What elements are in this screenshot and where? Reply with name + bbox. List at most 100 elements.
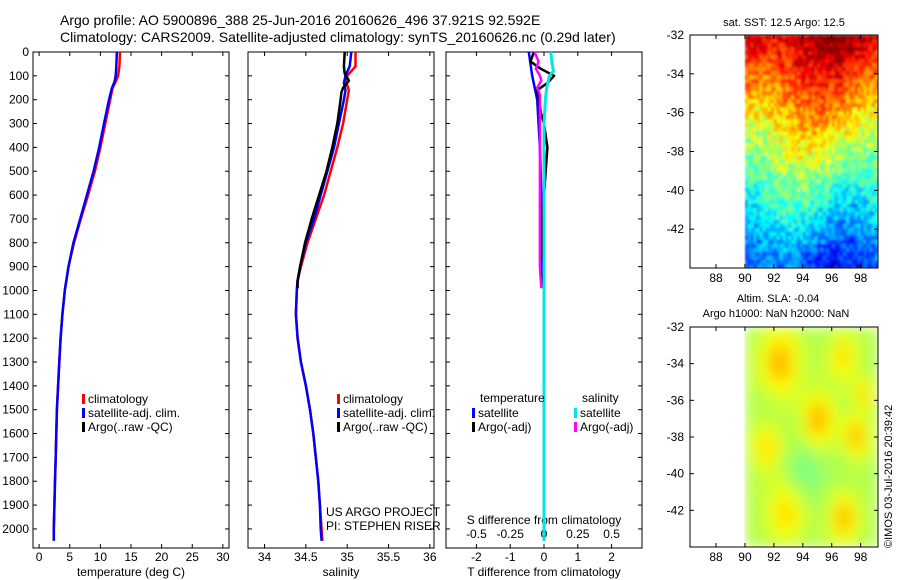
map-cell: [802, 91, 807, 96]
map-cell: [763, 404, 770, 412]
map-cell: [857, 175, 862, 181]
map-cell: [858, 449, 865, 458]
map-cell: [778, 365, 784, 373]
map-cell: [808, 55, 813, 60]
map-cell: [860, 79, 865, 84]
map-cell: [754, 430, 760, 438]
map-cell: [763, 398, 770, 406]
map-cell: [759, 437, 765, 445]
map-cell: [750, 215, 755, 221]
map-cell: [863, 327, 870, 335]
map-cell: [776, 235, 781, 241]
map-cell: [858, 424, 865, 432]
map-cell: [843, 247, 847, 253]
map-cell: [851, 167, 856, 173]
map-cell: [773, 534, 779, 542]
map-cell: [825, 187, 830, 193]
map-cell: [801, 424, 808, 432]
map-cell: [849, 527, 855, 535]
map-cell: [837, 151, 841, 157]
map-cell: [825, 135, 830, 141]
map-cell: [750, 35, 755, 40]
map-cell: [820, 251, 824, 257]
map-cell: [863, 71, 868, 76]
map-cell: [834, 163, 839, 169]
map-cell: [860, 179, 865, 185]
map-cell: [768, 163, 772, 169]
map-cell: [857, 59, 862, 64]
map-cell: [778, 443, 784, 451]
y-tick-label: 1200: [2, 331, 29, 345]
map-cell: [843, 227, 847, 233]
map-cell: [844, 534, 851, 542]
map-cell: [768, 540, 775, 547]
map-cell: [759, 111, 763, 116]
map-cell: [851, 243, 856, 249]
map-cell: [834, 259, 839, 265]
map-cell: [801, 430, 808, 438]
header-line-1: Argo profile: AO 5900896_388 25-Jun-2016…: [60, 12, 540, 28]
map-cell: [820, 83, 824, 88]
map-cell: [792, 333, 798, 341]
map-cell: [873, 482, 878, 490]
map-cell: [825, 255, 830, 261]
map-cell: [823, 95, 827, 100]
map-cell: [762, 235, 766, 241]
map-cell: [797, 251, 801, 257]
map-cell: [773, 430, 779, 438]
map-cell: [839, 514, 846, 522]
map-cell: [844, 372, 851, 380]
map-cell: [788, 143, 792, 149]
map-cell: [837, 187, 841, 193]
map-cell: [773, 231, 778, 237]
map-cell: [802, 231, 807, 237]
map-cell: [854, 227, 859, 233]
map-cell: [872, 135, 876, 141]
map-cell: [835, 359, 841, 367]
map-cell: [872, 139, 876, 145]
map-cell: [794, 91, 798, 96]
map-cell: [788, 227, 792, 233]
map-cell: [763, 469, 770, 477]
map-cell: [776, 35, 781, 40]
x-tick-label: 10: [94, 550, 108, 564]
map-cell: [744, 71, 749, 76]
map-cell: [759, 155, 763, 161]
map-cell: [744, 346, 751, 354]
map-cell: [756, 107, 761, 112]
map-cell: [782, 135, 787, 141]
map-cell: [797, 534, 803, 542]
map-cell: [844, 352, 851, 360]
map-cell: [854, 67, 859, 72]
map-cell: [849, 327, 855, 335]
map-cell: [831, 247, 836, 253]
map-cell: [759, 215, 763, 221]
map-cell: [782, 47, 787, 52]
map-cell: [801, 437, 808, 445]
y-tick-label: 1300: [2, 355, 29, 369]
map-cell: [799, 223, 804, 229]
map-cell: [759, 385, 765, 393]
map-cell: [854, 59, 859, 64]
map-cell: [802, 55, 807, 60]
map-cell: [817, 199, 821, 205]
map-cell: [770, 115, 775, 120]
map-cell: [831, 151, 836, 157]
map-cell: [782, 83, 787, 88]
map-cell: [820, 191, 824, 197]
map-cell: [759, 259, 763, 265]
map-cell: [831, 127, 836, 133]
map-cell: [851, 47, 856, 52]
map-cell: [744, 91, 749, 96]
map-cell: [778, 352, 784, 360]
map-cell: [808, 151, 813, 157]
map-cell: [816, 514, 822, 522]
map-cell: [791, 103, 795, 108]
map-cell: [857, 119, 862, 124]
map-cell: [837, 231, 841, 237]
map-cell: [759, 482, 765, 490]
map-cell: [820, 482, 827, 490]
map-cell: [782, 482, 789, 490]
map-cell: [834, 135, 839, 141]
map-cell: [797, 39, 801, 44]
